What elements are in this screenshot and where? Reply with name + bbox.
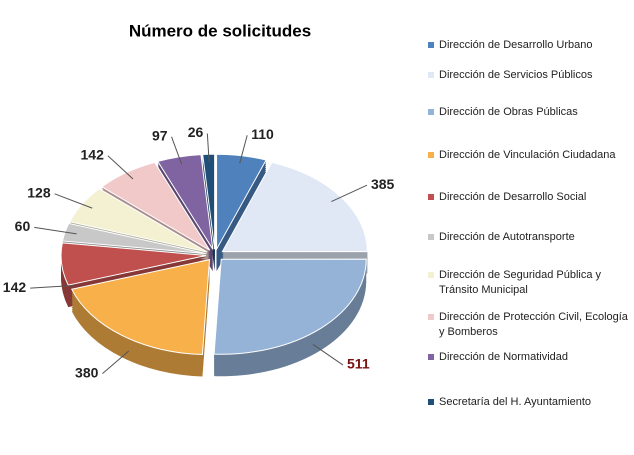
data-label: 142 <box>3 279 27 295</box>
leader-line <box>206 133 210 163</box>
legend-label: Secretaría del H. Ayuntamiento <box>439 396 592 408</box>
legend-item: Dirección de Servicios Públicos <box>428 68 628 83</box>
legend-swatch <box>428 42 434 48</box>
slice <box>213 258 367 355</box>
leader-line <box>107 155 134 180</box>
legend-label: Dirección de Normatividad <box>439 351 568 363</box>
legend-label: Dirección de Autotransporte <box>439 231 575 243</box>
legend-item: Dirección de Autotransporte <box>428 230 628 245</box>
leader-line <box>239 135 248 164</box>
legend-swatch <box>428 109 434 115</box>
legend-item: Dirección de Desarrollo Urbano <box>428 38 628 53</box>
leader-line <box>30 284 74 289</box>
legend-swatch <box>428 314 434 320</box>
leader-line <box>54 193 93 209</box>
legend-swatch <box>428 194 434 200</box>
legend-swatch <box>428 272 434 278</box>
data-label: 380 <box>75 364 99 380</box>
legend-label: Dirección de Seguridad Pública y Tránsit… <box>439 269 602 296</box>
legend-swatch <box>428 354 434 360</box>
legend-label: Dirección de Protección Civil, Ecología … <box>439 311 628 338</box>
legend-item: Dirección de Vinculación Ciudadana <box>428 148 628 163</box>
legend-item: Dirección de Desarrollo Social <box>428 190 628 205</box>
data-label: 60 <box>15 218 31 234</box>
legend-item: Secretaría del H. Ayuntamiento <box>428 395 628 410</box>
data-label: 110 <box>251 126 274 142</box>
legend-label: Dirección de Vinculación Ciudadana <box>439 149 616 161</box>
slice <box>71 259 211 356</box>
data-label: 128 <box>27 185 51 201</box>
leader-line <box>312 343 344 366</box>
leader-line <box>171 136 183 165</box>
legend-swatch <box>428 152 434 158</box>
legend-item: Dirección de Obras Públicas <box>428 105 628 120</box>
data-label: 26 <box>188 124 204 140</box>
leader-line <box>34 226 77 235</box>
data-label: 142 <box>81 146 105 162</box>
leader-line <box>102 350 130 375</box>
legend-item: Dirección de Protección Civil, Ecología … <box>428 310 628 340</box>
legend-swatch <box>428 72 434 78</box>
data-label: 97 <box>152 127 168 143</box>
legend-label: Dirección de Desarrollo Social <box>439 191 587 203</box>
data-label: 511 <box>347 356 370 372</box>
legend-item: Dirección de Normatividad <box>428 350 628 365</box>
legend-label: Dirección de Desarrollo Urbano <box>439 39 593 51</box>
legend-item: Dirección de Seguridad Pública y Tránsit… <box>428 268 628 298</box>
data-label: 385 <box>371 176 395 192</box>
legend-label: Dirección de Servicios Públicos <box>439 69 593 81</box>
leader-line <box>331 184 368 203</box>
legend-swatch <box>428 399 434 405</box>
legend-label: Dirección de Obras Públicas <box>439 106 578 118</box>
slice <box>60 242 207 286</box>
chart-title: Número de solicitudes <box>129 21 311 40</box>
legend-swatch <box>428 234 434 240</box>
